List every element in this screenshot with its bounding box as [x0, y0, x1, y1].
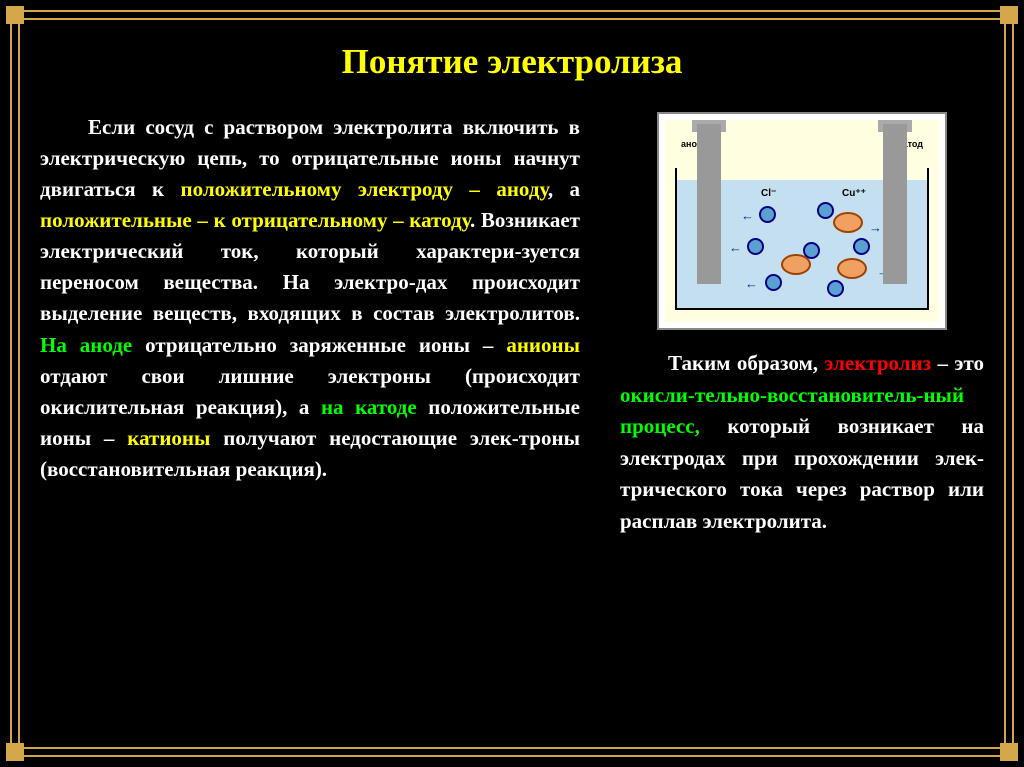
text-segment: катионы [127, 426, 210, 450]
slide-title: Понятие электролиза [40, 42, 984, 82]
text-segment: анионы [506, 333, 580, 357]
text-segment: На аноде [40, 333, 132, 357]
arrow-left: ← [745, 276, 758, 292]
corner-tr [1000, 6, 1018, 24]
text-segment: электролиз [824, 351, 931, 375]
diagram-bg: + − анод катод Cl⁻ Cu⁺⁺ ←←←→→ [665, 120, 939, 322]
negative-ion [747, 238, 764, 255]
arrow-left: ← [741, 208, 754, 224]
right-paragraph: Таким образом, электролиз – это окисли-т… [620, 348, 984, 537]
text-segment: , а [548, 177, 580, 201]
text-segment: положительные – к отрицательному – катод… [40, 208, 470, 232]
electrolysis-diagram: + − анод катод Cl⁻ Cu⁺⁺ ←←←→→ [657, 112, 947, 330]
right-column: + − анод катод Cl⁻ Cu⁺⁺ ←←←→→ [620, 112, 984, 537]
text-segment: на катоде [321, 395, 417, 419]
positive-ion [837, 258, 867, 279]
negative-ion [827, 280, 844, 297]
negative-ion [759, 206, 776, 223]
corner-bl [6, 743, 24, 761]
left-paragraph: Если сосуд с раствором электролита включ… [40, 112, 580, 485]
arrow-left: ← [729, 240, 742, 256]
corner-br [1000, 743, 1018, 761]
content-columns: Если сосуд с раствором электролита включ… [40, 112, 984, 537]
text-segment: положительному электроду – аноду [181, 177, 548, 201]
positive-ion [781, 254, 811, 275]
positive-ion [833, 212, 863, 233]
cathode-electrode [883, 124, 907, 284]
negative-ion [853, 238, 870, 255]
slide-content: Понятие электролиза Если сосуд с раствор… [40, 30, 984, 737]
cl-ion-label: Cl⁻ [761, 188, 776, 199]
anode-electrode [697, 124, 721, 284]
text-segment: Таким образом, [668, 351, 824, 375]
arrow-right: → [869, 220, 882, 236]
negative-ion [765, 274, 782, 291]
text-segment: – это [931, 351, 984, 375]
corner-tl [6, 6, 24, 24]
left-column: Если сосуд с раствором электролита включ… [40, 112, 580, 537]
negative-ion [817, 202, 834, 219]
text-segment: отрицательно заряженные ионы – [132, 333, 506, 357]
cu-ion-label: Cu⁺⁺ [842, 188, 866, 199]
